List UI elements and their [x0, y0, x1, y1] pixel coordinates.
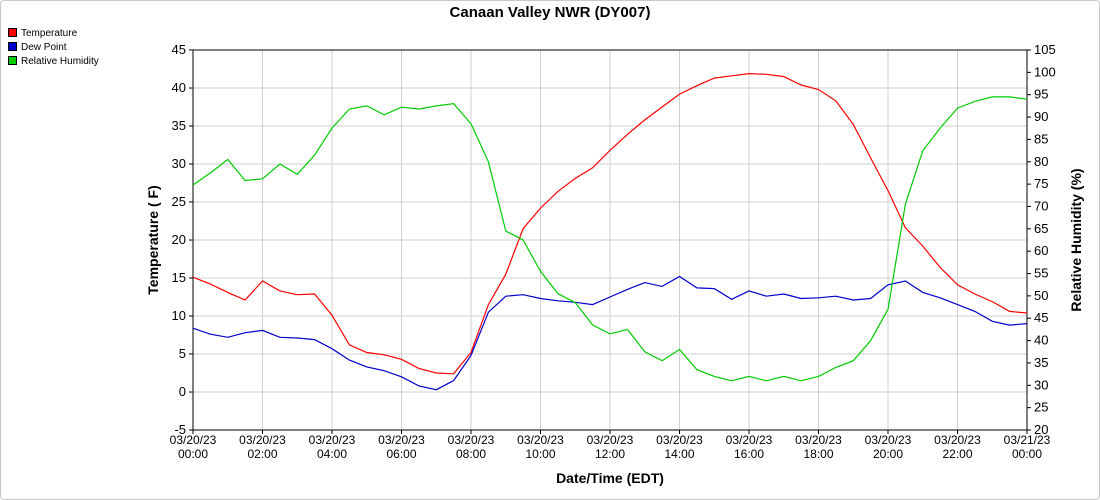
legend-swatch-temperature: [8, 28, 17, 37]
x-tick-label-time: 00:00: [1012, 447, 1042, 461]
x-tick-label-time: 20:00: [873, 447, 903, 461]
y-left-tick-label: 25: [172, 194, 186, 209]
x-tick-label-time: 10:00: [525, 447, 555, 461]
legend-swatch-dew-point: [8, 42, 17, 51]
y-left-tick-label: 20: [172, 232, 186, 247]
y-right-tick-label: 20: [1034, 422, 1048, 437]
y-right-tick-label: 40: [1034, 333, 1048, 348]
y-left-axis-title: Temperature ( F): [145, 185, 161, 294]
series-line-relative-humidity: [192, 96, 1028, 382]
y-right-tick-label: 90: [1034, 109, 1048, 124]
y-right-tick-label: 45: [1034, 310, 1048, 325]
y-right-tick-label: 55: [1034, 266, 1048, 281]
x-axis-title: Date/Time (EDT): [556, 470, 664, 486]
x-tick-label-time: 16:00: [734, 447, 764, 461]
x-tick-label-time: 04:00: [317, 447, 347, 461]
x-tick-label-time: 08:00: [456, 447, 486, 461]
y-right-tick-label: 70: [1034, 198, 1048, 213]
legend-item-temperature: Temperature: [8, 28, 99, 42]
y-right-tick-label: 105: [1034, 42, 1056, 57]
legend-item-relative-humidity: Relative Humidity: [8, 56, 99, 70]
y-right-tick-label: 60: [1034, 243, 1048, 258]
x-tick-label-date: 03/20/23: [656, 433, 703, 447]
x-tick-label-time: 00:00: [178, 447, 208, 461]
x-tick-label-date: 03/20/23: [239, 433, 286, 447]
y-right-tick-label: 75: [1034, 176, 1048, 191]
x-tick-label-time: 22:00: [942, 447, 972, 461]
x-tick-label-time: 12:00: [595, 447, 625, 461]
x-tick-label-date: 03/20/23: [795, 433, 842, 447]
y-left-tick-label: 0: [179, 384, 186, 399]
y-left-tick-label: 5: [179, 346, 186, 361]
x-tick-label-date: 03/20/23: [309, 433, 356, 447]
x-tick-label-time: 02:00: [247, 447, 277, 461]
y-right-tick-label: 85: [1034, 131, 1048, 146]
y-left-tick-label: 10: [172, 308, 186, 323]
y-left-tick-label: 45: [172, 42, 186, 57]
x-tick-label-date: 03/20/23: [170, 433, 217, 447]
legend-label-dew-point: Dew Point: [21, 42, 67, 53]
series-line-temperature: [192, 72, 1028, 375]
y-left-tick-label: 35: [172, 118, 186, 133]
chart-title: Canaan Valley NWR (DY007): [449, 4, 651, 21]
y-right-tick-label: 35: [1034, 355, 1048, 370]
y-right-tick-label: 80: [1034, 154, 1048, 169]
y-left-tick-label: 15: [172, 270, 186, 285]
y-right-tick-label: 25: [1034, 400, 1048, 415]
legend: Temperature Dew Point Relative Humidity: [8, 28, 99, 70]
legend-item-dew-point: Dew Point: [8, 42, 99, 56]
x-tick-label-date: 03/21/23: [1004, 433, 1051, 447]
plot-area-border: [192, 49, 1028, 431]
y-right-axis-title: Relative Humidity (%): [1068, 168, 1084, 311]
y-left-tick-label: -5: [174, 422, 186, 437]
y-left-tick-label: 40: [172, 80, 186, 95]
legend-label-temperature: Temperature: [21, 28, 78, 39]
x-tick-label-date: 03/20/23: [448, 433, 495, 447]
x-tick-label-date: 03/20/23: [378, 433, 425, 447]
x-tick-label-time: 06:00: [386, 447, 416, 461]
legend-swatch-relative-humidity: [8, 56, 17, 65]
y-right-tick-label: 50: [1034, 288, 1048, 303]
x-tick-label-date: 03/20/23: [934, 433, 981, 447]
y-left-tick-label: 30: [172, 156, 186, 171]
series-line-dew-point: [192, 275, 1028, 391]
y-right-tick-label: 95: [1034, 87, 1048, 102]
x-tick-label-time: 18:00: [803, 447, 833, 461]
x-tick-label-date: 03/20/23: [865, 433, 912, 447]
y-right-tick-label: 65: [1034, 221, 1048, 236]
x-tick-label-time: 14:00: [664, 447, 694, 461]
x-tick-label-date: 03/20/23: [726, 433, 773, 447]
x-tick-label-date: 03/20/23: [517, 433, 564, 447]
y-right-tick-label: 30: [1034, 377, 1048, 392]
legend-label-relative-humidity: Relative Humidity: [21, 56, 99, 67]
x-tick-label-date: 03/20/23: [587, 433, 634, 447]
y-right-tick-label: 100: [1034, 64, 1056, 79]
